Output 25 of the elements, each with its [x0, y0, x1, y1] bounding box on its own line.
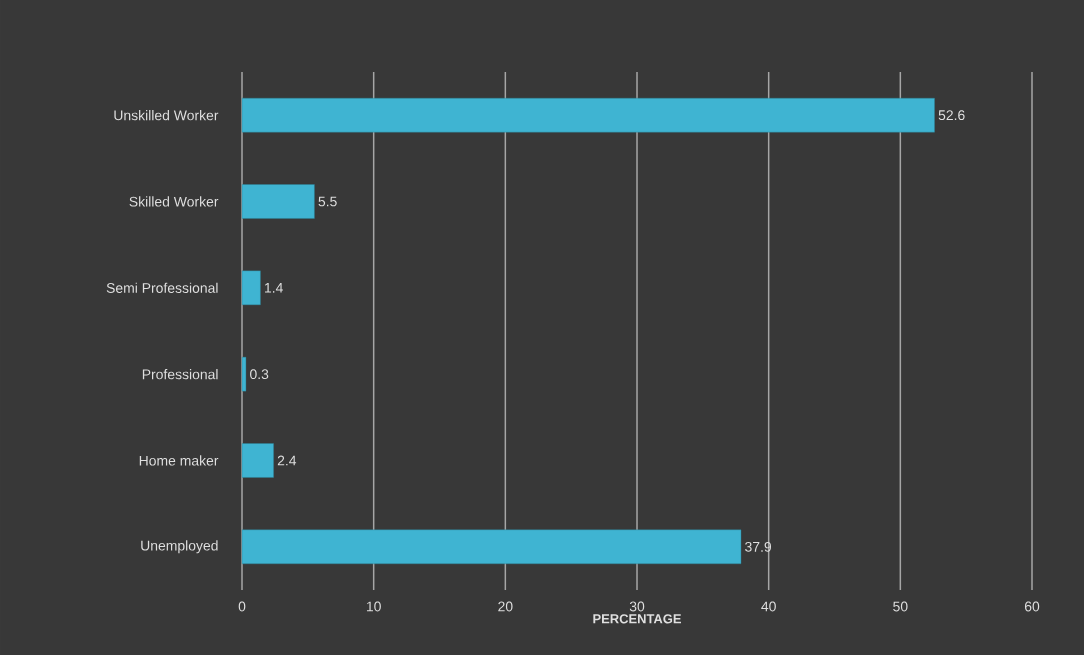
x-axis-title: PERCENTAGE — [593, 614, 681, 624]
y-tick-label: Professional — [142, 369, 218, 380]
bar — [241, 356, 247, 392]
bar — [241, 184, 315, 219]
bar — [241, 443, 274, 478]
y-tick-label: Unemployed — [141, 540, 218, 554]
x-tick-label: 40 — [761, 601, 776, 612]
bar — [241, 270, 261, 306]
x-tick-label: 50 — [893, 601, 908, 612]
data-label: 1.4 — [265, 283, 283, 293]
data-label: 2.4 — [277, 455, 297, 466]
y-tick-label: Skilled Worker — [129, 196, 219, 207]
x-tick-label: 0 — [238, 601, 246, 612]
x-tick-label: 30 — [629, 601, 645, 612]
bar — [241, 97, 935, 133]
x-tick-label: 10 — [366, 601, 381, 612]
x-tick-label: 20 — [498, 601, 513, 612]
bar — [241, 529, 742, 565]
x-tick-label: 60 — [1024, 601, 1040, 612]
y-tick-label: Semi Professional — [106, 282, 218, 293]
data-label: 5.5 — [318, 196, 337, 207]
y-tick-label: Unskilled Worker — [114, 110, 219, 121]
data-label: 0.3 — [250, 369, 269, 380]
data-label: 52.6 — [938, 110, 965, 121]
y-tick-label: Home maker — [139, 455, 219, 466]
